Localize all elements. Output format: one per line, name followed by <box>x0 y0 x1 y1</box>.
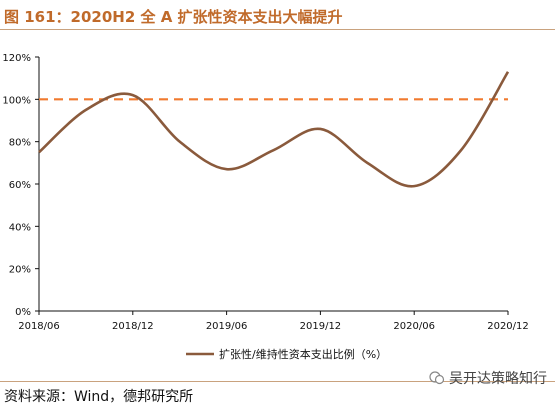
watermark-text: 吴开达策略知行 <box>449 371 547 387</box>
axes <box>38 57 508 312</box>
x-tick-label: 2019/12 <box>300 321 342 332</box>
legend: 扩张性/维持性资本支出比例（%） <box>186 347 387 361</box>
x-tick-label: 2019/06 <box>206 321 248 332</box>
legend-label: 扩张性/维持性资本支出比例（%） <box>219 347 387 361</box>
y-tick-label: 40% <box>9 222 31 233</box>
x-tick-label: 2020/12 <box>487 321 529 332</box>
wechat-icon <box>429 371 445 385</box>
watermark: 吴开达策略知行 <box>429 368 547 388</box>
line-chart: 0%20%40%60%80%100%120% 2018/06 2018/12 201… <box>2 53 529 361</box>
y-tick-label: 80% <box>9 138 31 149</box>
y-tick-label: 0% <box>15 307 31 318</box>
series-group <box>38 71 510 188</box>
source-note: 资料来源：Wind，德邦研究所 <box>4 389 194 405</box>
x-tick-labels: 2018/06 2018/12 2019/06 2019/12 2020/06 2020/… <box>18 311 529 332</box>
x-tick-label: 2018/06 <box>18 321 60 332</box>
chart-title: 图 161：2020H2 全 A 扩张性资本支出大幅提升 <box>4 8 343 26</box>
series-line <box>38 71 510 188</box>
y-tick-labels: 0% 20% 40% 60% 80% 100% 120% <box>2 53 39 318</box>
x-tick-label: 2018/12 <box>112 321 154 332</box>
y-tick-label: 120% <box>2 53 31 64</box>
y-tick-label: 100% <box>2 95 31 106</box>
y-tick-label: 20% <box>9 265 31 276</box>
y-tick-label: 60% <box>9 180 31 191</box>
x-tick-label: 2020/06 <box>393 321 435 332</box>
footer-divider <box>0 381 555 382</box>
title-divider <box>0 29 555 30</box>
